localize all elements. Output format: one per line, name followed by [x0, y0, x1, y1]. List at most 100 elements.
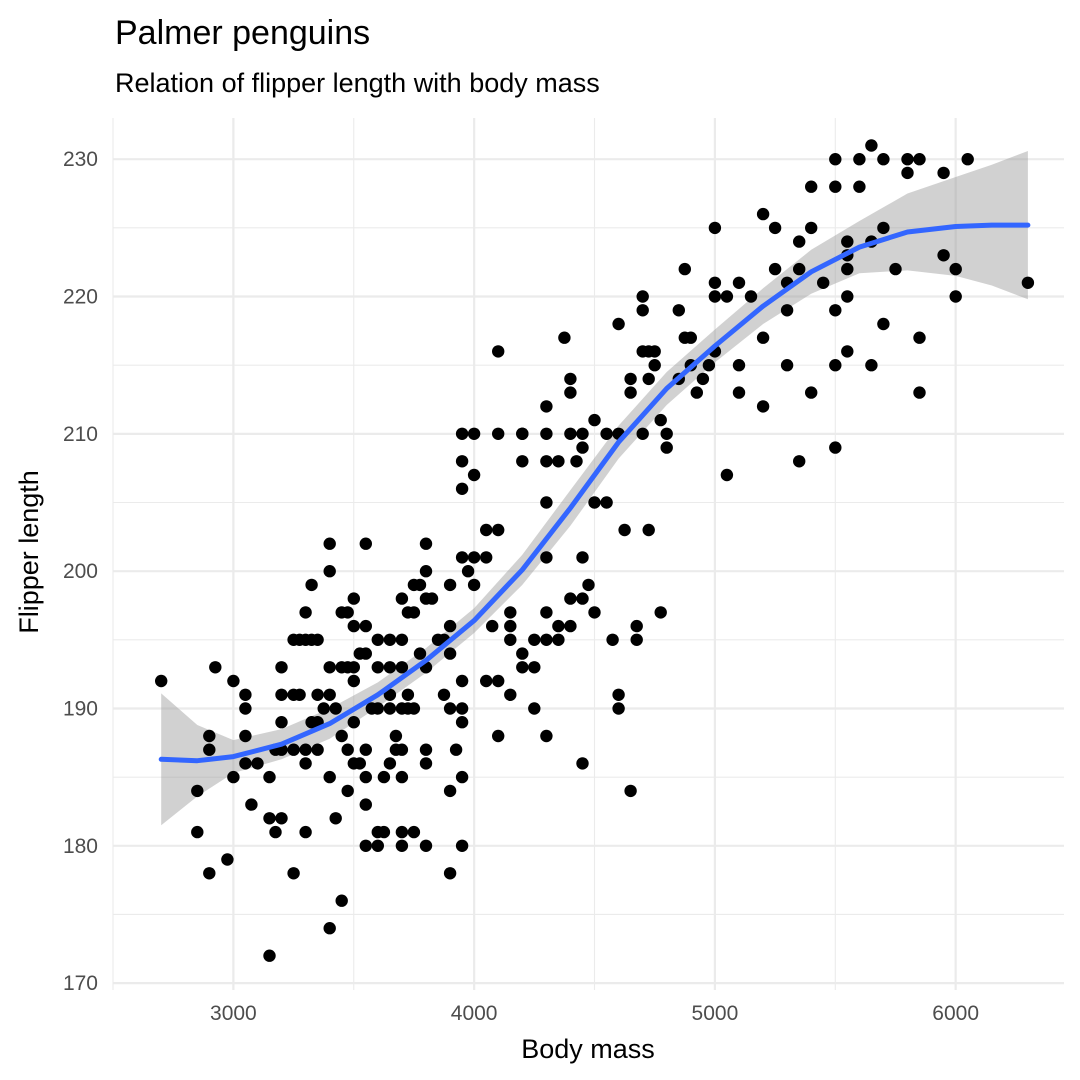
data-point [889, 262, 902, 276]
data-point [449, 743, 463, 756]
data-point [383, 688, 397, 701]
data-point [407, 825, 421, 839]
data-point [377, 825, 391, 839]
data-point [425, 592, 439, 605]
data-point [323, 537, 336, 550]
data-point [395, 743, 409, 756]
data-point [588, 496, 601, 509]
data-point [564, 592, 577, 605]
data-point [528, 661, 541, 674]
data-point [155, 674, 168, 688]
data-point [239, 688, 252, 701]
data-point [413, 647, 427, 660]
data-point [504, 633, 517, 646]
data-point [341, 784, 354, 798]
data-point [630, 633, 643, 646]
data-point [353, 757, 366, 770]
data-point [492, 427, 505, 440]
data-point [263, 949, 276, 962]
data-point [660, 441, 673, 454]
data-point [624, 372, 637, 386]
data-point [636, 427, 649, 440]
data-point [263, 812, 276, 825]
data-point [540, 496, 553, 509]
data-point [311, 743, 324, 756]
data-point [552, 633, 565, 646]
data-point [702, 359, 716, 372]
data-point [395, 592, 409, 605]
data-point [901, 153, 914, 166]
x-tick-label: 5000 [692, 1002, 739, 1025]
data-point [359, 798, 372, 811]
data-point [311, 633, 324, 646]
data-point [311, 688, 324, 701]
data-point [732, 386, 746, 399]
data-point [540, 633, 553, 646]
data-point [407, 606, 421, 619]
data-point [317, 702, 330, 715]
data-point [576, 592, 589, 605]
data-point [516, 427, 529, 440]
data-point [504, 688, 517, 701]
data-point [323, 661, 336, 674]
data-point [347, 592, 360, 605]
data-point [275, 812, 288, 825]
data-point [221, 853, 234, 866]
data-point [437, 688, 451, 701]
data-point [467, 551, 481, 564]
y-tick-label: 220 [63, 286, 98, 309]
y-tick-label: 170 [63, 972, 98, 995]
data-point [540, 427, 553, 440]
data-point [672, 304, 685, 317]
data-point [612, 702, 625, 715]
data-point [492, 729, 505, 743]
data-point [618, 523, 631, 537]
data-point [684, 331, 697, 344]
data-point [269, 825, 282, 839]
data-point [829, 304, 842, 317]
data-point [191, 784, 204, 798]
data-point [516, 647, 529, 660]
data-point [203, 867, 216, 880]
data-point [395, 839, 409, 852]
confidence-band [161, 151, 1028, 826]
data-point [564, 372, 577, 386]
data-point [793, 262, 806, 276]
smooth-line [158, 222, 1031, 764]
data-point [323, 565, 336, 578]
data-point [636, 304, 649, 317]
data-point [275, 688, 288, 701]
data-point [383, 661, 397, 674]
data-point [455, 427, 469, 440]
data-point [720, 468, 734, 482]
y-tick-label: 210 [63, 423, 98, 446]
data-point [492, 345, 505, 358]
data-point [949, 262, 962, 276]
data-point [299, 743, 312, 756]
data-point [865, 139, 878, 152]
data-point [329, 812, 342, 825]
data-point [383, 702, 397, 715]
data-point [588, 606, 601, 619]
data-point [913, 386, 926, 399]
data-point [606, 633, 619, 646]
data-point [329, 702, 342, 715]
data-point [678, 262, 691, 276]
data-point [275, 716, 288, 729]
data-point [937, 249, 950, 262]
data-point [528, 633, 541, 646]
data-point [949, 290, 962, 303]
data-point [576, 427, 589, 440]
data-point [455, 674, 469, 688]
y-tick-label: 180 [63, 835, 98, 858]
data-point [239, 757, 252, 770]
data-point [486, 619, 499, 633]
data-point [576, 441, 589, 454]
data-point [492, 674, 505, 688]
data-point [901, 166, 914, 180]
data-point [395, 661, 409, 674]
x-tick-label: 6000 [932, 1002, 979, 1025]
data-point [323, 922, 336, 935]
data-point [853, 180, 866, 193]
